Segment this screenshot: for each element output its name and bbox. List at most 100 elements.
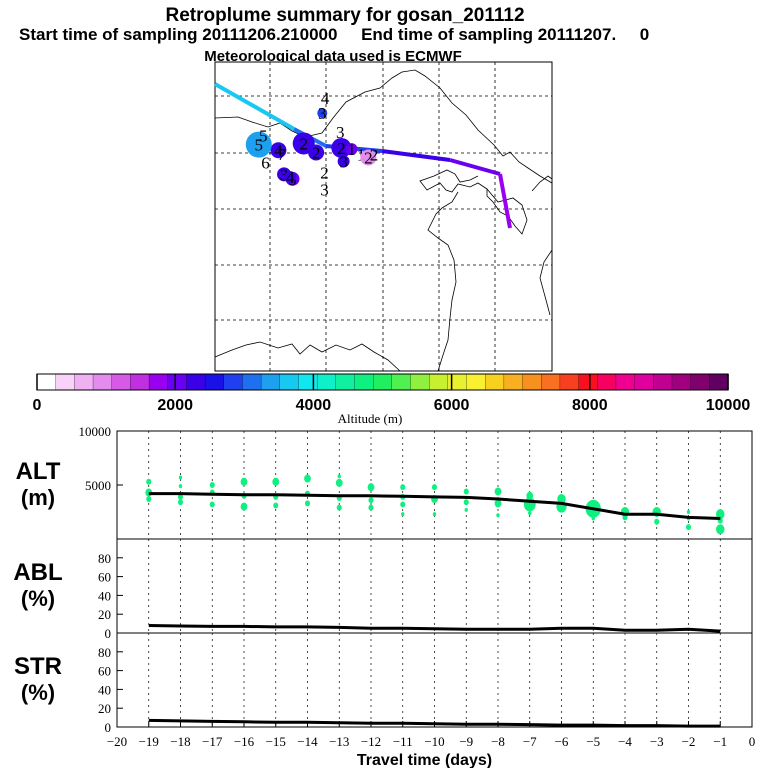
altitude-point <box>178 475 183 480</box>
altitude-point <box>178 484 183 489</box>
map-marker-dot <box>270 142 287 159</box>
y-tick-label: 60 <box>98 570 111 585</box>
map-marker-label: 3 <box>320 181 329 200</box>
colorbar-cell <box>597 373 617 391</box>
colorbar-tick-label: 0 <box>33 397 42 414</box>
colorbar-cell <box>167 373 188 391</box>
x-tick-label: 0 <box>749 734 756 749</box>
map-marker-label: 3 <box>280 165 289 184</box>
altitude-point <box>716 509 725 520</box>
trajectory-map: 456753542243323213122 <box>214 61 553 372</box>
colorbar-cell <box>410 373 430 391</box>
x-tick-label: −13 <box>329 734 349 749</box>
panel-unit: (%) <box>21 680 55 705</box>
altitude-point <box>528 511 532 516</box>
map-marker-label: 2 <box>299 134 308 153</box>
y-tick-label: 0 <box>105 720 112 735</box>
map-marker-label: 3 <box>336 123 345 142</box>
colorbar-cell <box>503 373 524 391</box>
x-tick-label: −4 <box>618 734 632 749</box>
x-tick-label: −19 <box>139 734 159 749</box>
altitude-point <box>177 493 184 500</box>
x-tick-label: −12 <box>361 734 381 749</box>
map-marker-label: 4 <box>274 141 283 160</box>
map-marker-dot <box>308 144 325 161</box>
panel-label: ABL <box>13 559 62 586</box>
colorbar-cell <box>242 373 262 391</box>
colorbar-cell <box>485 373 505 391</box>
altitude-point <box>368 497 374 504</box>
korea-north-coast <box>531 175 553 192</box>
x-tick-label: −5 <box>586 734 600 749</box>
track-segment <box>498 173 512 229</box>
figure-title: Retroplume summary for gosan_201112 <box>165 5 524 26</box>
colorbar-cell <box>354 373 374 391</box>
map-marker-dot <box>284 171 297 184</box>
x-tick-label: −16 <box>234 734 255 749</box>
colorbar-tick-label: 4000 <box>296 397 332 414</box>
colorbar-cell <box>55 373 76 391</box>
y-tick-label: 20 <box>98 701 111 716</box>
colorbar: 0 2000 4000 6000 8000 10000 Altitude (m) <box>33 373 751 426</box>
altitude-point <box>654 518 660 525</box>
altitude-point <box>463 488 469 495</box>
map-marker-dot <box>360 149 377 166</box>
panel-alt: 10000 5000 ALT(m) <box>16 424 753 540</box>
colorbar-tick-label: 6000 <box>434 397 470 414</box>
colorbar-tick-label: 10000 <box>706 397 751 414</box>
map-marker-label: 7 <box>278 145 287 164</box>
x-tick-label: −14 <box>297 734 318 749</box>
colorbar-cell <box>74 373 94 391</box>
colorbar-cell <box>391 373 412 391</box>
altitude-point <box>685 524 692 531</box>
panel-unit: (m) <box>21 485 55 510</box>
colorbar-cell <box>186 373 206 391</box>
met-data-line: Meteorological data used is ECMWF <box>204 48 462 65</box>
x-tick-label: −8 <box>491 734 505 749</box>
altitude-point <box>496 513 500 518</box>
colorbar-tick-label: 8000 <box>572 397 608 414</box>
colorbar-cell <box>260 373 281 391</box>
coastlines <box>214 69 553 372</box>
map-marker-label: 5 <box>255 136 264 155</box>
colorbar-cells <box>36 373 729 391</box>
altitude-point <box>591 516 595 521</box>
x-tick-label: −3 <box>650 734 664 749</box>
colorbar-cell <box>335 373 356 391</box>
colorbar-cell <box>204 373 225 391</box>
altitude-point <box>494 499 502 508</box>
colorbar-cell <box>634 373 654 391</box>
track-segment <box>381 149 451 162</box>
map-marker-label: 2 <box>370 146 379 165</box>
altitude-point <box>401 512 405 517</box>
x-tick-label: −1 <box>713 734 727 749</box>
colorbar-tick-label: 2000 <box>157 397 193 414</box>
y-tick-label: 40 <box>98 682 111 697</box>
altitude-point <box>400 501 406 508</box>
colorbar-cell <box>522 373 542 391</box>
x-tick-label: −15 <box>266 734 286 749</box>
map-marker-dot <box>345 143 358 156</box>
x-tick-label: −20 <box>107 734 127 749</box>
colorbar-ticks: 0 2000 4000 6000 8000 10000 <box>33 374 751 414</box>
y-tick-label: 60 <box>98 664 111 679</box>
altitude-point <box>209 501 215 508</box>
x-axis-label: Travel time (days) <box>357 752 492 768</box>
colorbar-cell <box>148 373 169 391</box>
map-marker-dot <box>337 155 350 168</box>
y-tick-label: 20 <box>98 607 111 622</box>
colorbar-cell <box>615 373 636 391</box>
colorbar-cell <box>36 373 57 391</box>
time-series-panels: 100005000ALT(m)020406080ABL(%)020406080S… <box>13 424 755 768</box>
y-tick-label: 80 <box>98 645 111 660</box>
southwest-border <box>214 341 401 372</box>
colorbar-cell <box>92 373 113 391</box>
colorbar-cell <box>279 373 300 391</box>
altitude-point <box>431 484 438 491</box>
x-tick-label: −18 <box>170 734 190 749</box>
colorbar-cell <box>373 373 393 391</box>
y-tick-label: 80 <box>98 551 111 566</box>
colorbar-cell <box>223 373 244 391</box>
colorbar-cell <box>429 373 449 391</box>
